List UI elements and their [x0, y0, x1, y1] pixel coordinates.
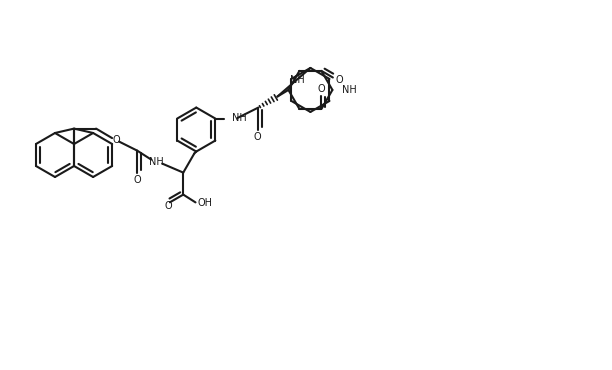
Text: NH: NH [343, 85, 357, 95]
Text: O: O [133, 175, 141, 185]
Text: O: O [318, 84, 325, 94]
Text: O: O [253, 132, 261, 142]
Text: O: O [112, 135, 120, 145]
Text: O: O [335, 75, 343, 85]
Text: NH: NH [233, 112, 247, 122]
Text: NH: NH [290, 75, 305, 85]
Text: O: O [164, 201, 172, 211]
Text: OH: OH [197, 198, 212, 208]
Text: NH: NH [149, 157, 163, 166]
